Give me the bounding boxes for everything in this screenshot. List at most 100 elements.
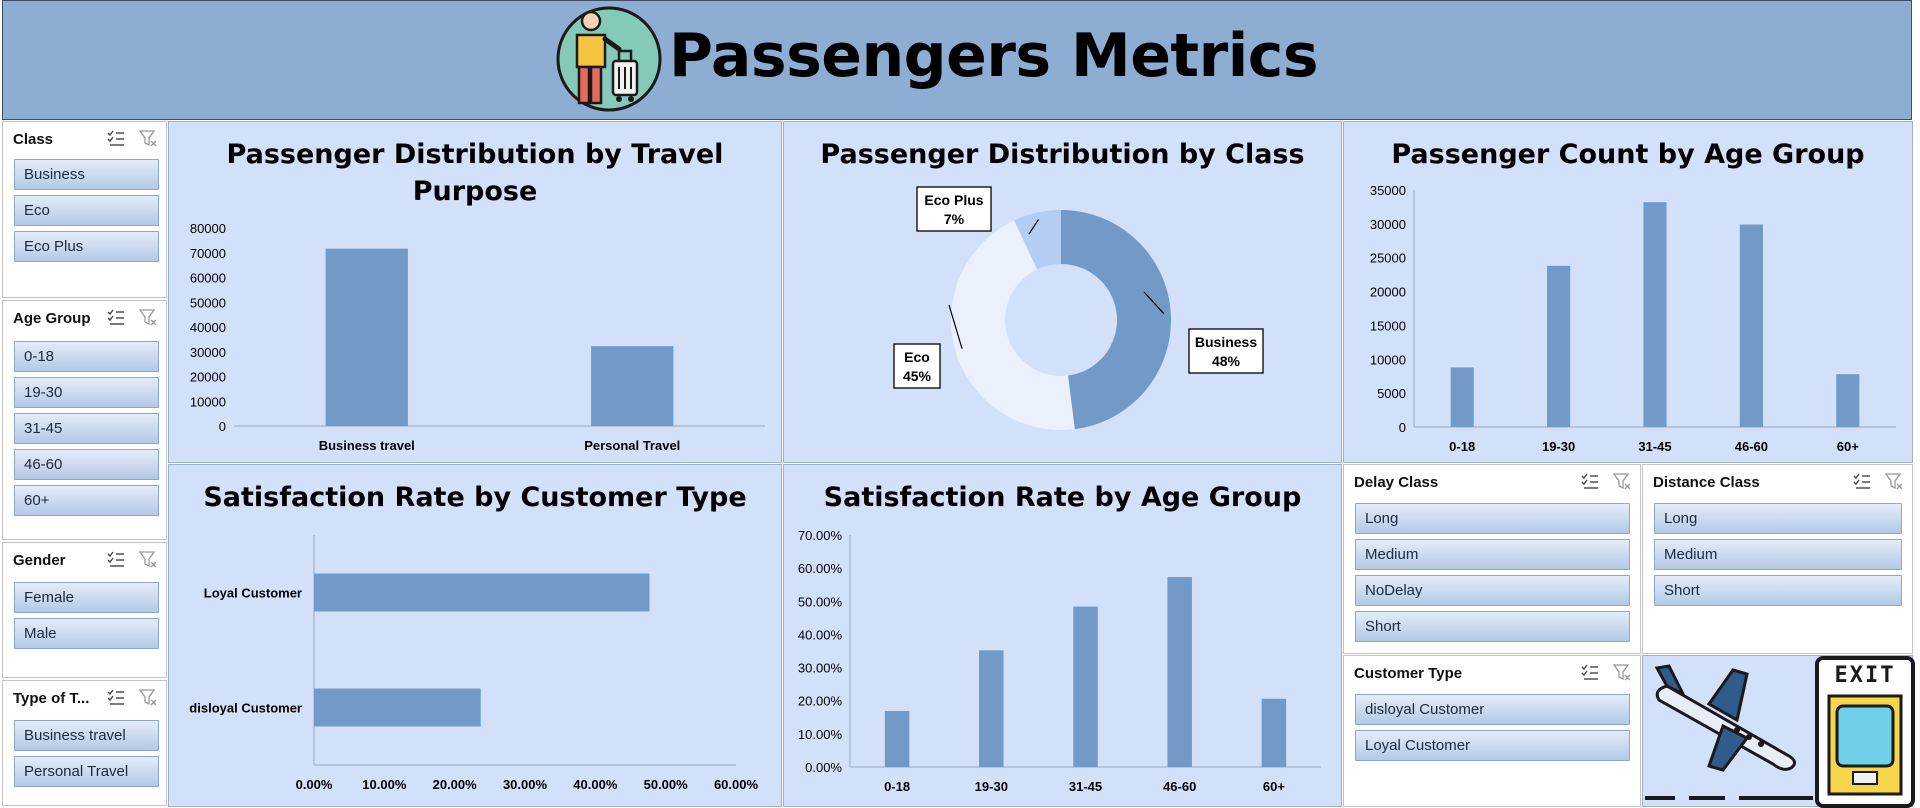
data-label-value: 7%: [944, 211, 965, 227]
leader-line: [1028, 219, 1040, 235]
clear-filter-icon[interactable]: [138, 307, 158, 332]
slicer-item-personal-travel[interactable]: Personal Travel: [14, 756, 159, 787]
satisfaction-age-panel: Satisfaction Rate by Age Group 0.00% 10.0…: [783, 464, 1342, 807]
leader-line: [948, 304, 963, 349]
y-tick-label: 35000: [1370, 183, 1406, 198]
bar-19-30: [1547, 265, 1571, 427]
slice-eco-plus: [1014, 210, 1061, 270]
class-donut-chart: Business 48% Eco 45% Eco Plus 7%: [893, 186, 1264, 431]
x-tick-label: 20.00%: [433, 777, 478, 792]
slicer-item-medium[interactable]: Medium: [1355, 539, 1630, 570]
chart-title: Satisfaction Rate by Age Group: [823, 482, 1302, 513]
slicer-item-0-18[interactable]: 0-18: [14, 341, 159, 372]
distance-class-slicer: Distance Class Long Medium Short: [1642, 464, 1913, 654]
age-count-panel: Passenger Count by Age Group 0 5000 10000 1…: [1343, 121, 1913, 463]
slicer-item-nodelay[interactable]: NoDelay: [1355, 575, 1630, 606]
y-tick-label: 50000: [190, 295, 226, 310]
slicer-item-business[interactable]: Business: [14, 159, 159, 190]
age-count-chart: 0 5000 10000 15000 20000 25000 30000 35000 0-18 1…: [1370, 183, 1896, 454]
x-tick-label: 0-18: [884, 779, 910, 794]
y-tick-label: 50.00%: [798, 594, 843, 609]
x-tick-label: 19-30: [1542, 439, 1575, 454]
y-tick-label: 20000: [1370, 285, 1406, 300]
slicer-item-long[interactable]: Long: [1355, 503, 1630, 534]
customer-type-slicer: Customer Type disloyal Customer Loyal Cu…: [1343, 655, 1641, 807]
slicer-item-short[interactable]: Short: [1355, 611, 1630, 642]
data-label-value: 45%: [903, 368, 932, 384]
multi-select-icon[interactable]: [106, 128, 126, 153]
y-tick-label: 70.00%: [798, 528, 843, 543]
y-tick-label: 30.00%: [798, 661, 843, 676]
x-tick-label: Personal Travel: [584, 438, 680, 453]
satisfaction-age-chart: 0.00% 10.00% 20.00% 30.00% 40.00% 50.00% 60.00…: [798, 528, 1321, 794]
bar-60: [1836, 374, 1860, 427]
clear-filter-icon[interactable]: [1612, 662, 1632, 687]
chart-title: Passenger Distribution by Class: [820, 139, 1305, 170]
slicer-item-short[interactable]: Short: [1654, 575, 1902, 606]
multi-select-icon[interactable]: [1580, 662, 1600, 687]
y-tick-label: 60000: [190, 271, 226, 286]
bar-disloyal-customer: [314, 688, 481, 727]
exit-sign: EXIT: [1834, 663, 1896, 688]
satisfaction-customer-panel: Satisfaction Rate by Customer Type 0.00%…: [168, 464, 782, 807]
clear-filter-icon[interactable]: [138, 549, 158, 574]
bar-0-18: [884, 710, 910, 767]
y-tick-label: 0.00%: [805, 760, 842, 775]
slicer-title: Class: [13, 131, 54, 148]
x-tick-label: 31-45: [1638, 439, 1671, 454]
y-tick-label: 25000: [1370, 251, 1406, 266]
data-label-category: Eco Plus: [924, 192, 983, 208]
x-tick-label: 30.00%: [503, 777, 548, 792]
travel-purpose-panel: Passenger Distribution by Travel Purpose…: [168, 121, 782, 463]
multi-select-icon[interactable]: [1852, 471, 1872, 496]
multi-select-icon[interactable]: [106, 307, 126, 332]
y-tick-label: 10000: [1370, 352, 1406, 367]
x-tick-label: 60.00%: [714, 777, 759, 792]
y-tick-label: 60.00%: [798, 561, 843, 576]
clear-filter-icon[interactable]: [138, 687, 158, 712]
slicer-item-31-45[interactable]: 31-45: [14, 413, 159, 444]
runway-line: [1645, 796, 1813, 800]
bar-31-45: [1643, 202, 1667, 427]
slicer-item-business-travel[interactable]: Business travel: [14, 720, 159, 751]
airplane-icon: [1654, 664, 1796, 772]
multi-select-icon[interactable]: [106, 687, 126, 712]
slicer-item-medium[interactable]: Medium: [1654, 539, 1902, 570]
slicer-title: Customer Type: [1354, 665, 1463, 682]
slicer-item-46-60[interactable]: 46-60: [14, 449, 159, 480]
y-tick-label: 20000: [190, 370, 226, 385]
y-tick-label: 10.00%: [798, 727, 843, 742]
slicer-item-long[interactable]: Long: [1654, 503, 1902, 534]
clear-filter-icon[interactable]: [1612, 471, 1632, 496]
slicer-item-eco-plus[interactable]: Eco Plus: [14, 231, 159, 262]
data-label-box: [1188, 328, 1264, 374]
slicer-item-male[interactable]: Male: [14, 618, 159, 649]
clear-filter-icon[interactable]: [138, 128, 158, 153]
slicer-item-60-plus[interactable]: 60+: [14, 485, 159, 516]
chart-title: Passenger Distribution by Travel Purpose: [226, 139, 724, 207]
slicer-item-eco[interactable]: Eco: [14, 195, 159, 226]
x-tick-label: 0.00%: [296, 777, 333, 792]
slicer-item-19-30[interactable]: 19-30: [14, 377, 159, 408]
bar-31-45: [1073, 606, 1098, 767]
data-label-box: [893, 343, 941, 389]
slicer-item-loyal-customer[interactable]: Loyal Customer: [1355, 730, 1630, 761]
slicer-item-female[interactable]: Female: [14, 582, 159, 613]
dashboard-header: Passengers Metrics: [2, 0, 1912, 120]
multi-select-icon[interactable]: [1580, 471, 1600, 496]
y-tick-label: 0: [219, 419, 226, 434]
x-tick-label: Business travel: [319, 438, 415, 453]
multi-select-icon[interactable]: [106, 549, 126, 574]
bar-46-60: [1739, 224, 1763, 427]
age-group-slicer: Age Group 0-18 19-30 31-45 46-60 60+: [2, 300, 167, 540]
y-tick-label: disloyal Customer: [189, 701, 302, 716]
y-tick-label: 70000: [190, 246, 226, 261]
page-title: Passengers Metrics: [669, 21, 1319, 91]
slice-business: [1061, 210, 1172, 430]
y-tick-label: 80000: [190, 221, 226, 236]
data-label-category: Business: [1195, 334, 1257, 350]
chart-title: Satisfaction Rate by Customer Type: [203, 482, 747, 513]
clear-filter-icon[interactable]: [1884, 471, 1904, 496]
gender-slicer: Gender Female Male: [2, 542, 167, 678]
slicer-item-disloyal-customer[interactable]: disloyal Customer: [1355, 694, 1630, 725]
